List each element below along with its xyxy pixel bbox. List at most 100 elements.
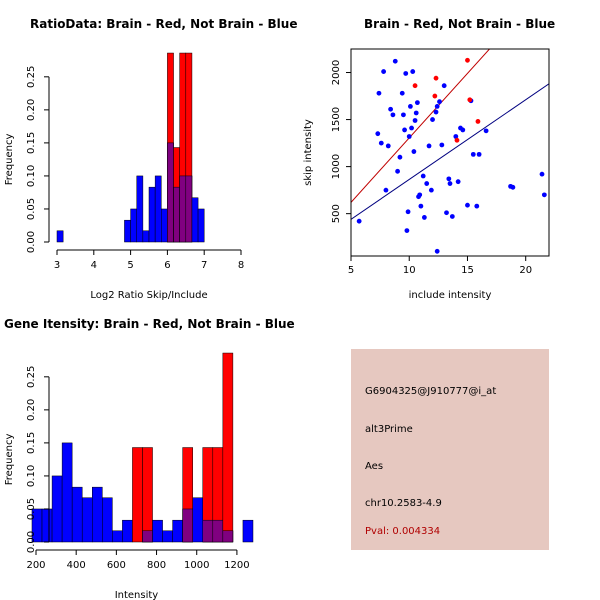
chart-title-1: RatioData: Brain - Red, Not Brain - Blue [30, 17, 297, 31]
bar-not-brain [197, 208, 205, 243]
point-not-brain [447, 181, 453, 186]
bar-not-brain [102, 497, 113, 543]
bar-not-brain [92, 486, 103, 543]
x-tick-label: 600 [107, 560, 126, 571]
gene-name: Aes [365, 461, 384, 472]
y-tick-label: 1500 [331, 107, 342, 132]
point-not-brain [444, 210, 449, 216]
y-tick-label: 1000 [331, 154, 342, 179]
x-tick-label: 400 [67, 560, 86, 571]
y-tick-label: 0.05 [26, 498, 37, 520]
point-not-brain [401, 112, 406, 118]
x-tick-label: 1200 [224, 560, 249, 571]
x-axis-label: Intensity [115, 590, 159, 600]
info-panel: G6904325@J910777@i_at alt3Prime Aes chr1… [351, 349, 549, 550]
bar-not-brain [56, 230, 64, 243]
point-not-brain [403, 71, 409, 76]
genomic-location: chr10.2583-4.9 [365, 498, 442, 509]
point-not-brain [453, 134, 459, 139]
point-not-brain [417, 192, 423, 198]
point-not-brain [405, 209, 411, 215]
bar-not-brain [71, 486, 83, 543]
point-not-brain [424, 181, 430, 186]
bar-not-brain [130, 208, 137, 243]
point-brain [412, 83, 418, 89]
bar-overlap [142, 530, 153, 543]
bar-not-brain [51, 475, 63, 543]
point-not-brain [465, 202, 470, 208]
point-not-brain [539, 171, 545, 177]
y-tick-label: 0.25 [26, 66, 37, 88]
x-tick-label: 8 [238, 260, 244, 271]
bar-not-brain [136, 175, 144, 243]
point-not-brain [470, 151, 476, 157]
bar-overlap [212, 519, 224, 543]
point-not-brain [383, 187, 389, 193]
point-not-brain [437, 99, 442, 105]
x-tick-label: 20 [519, 265, 532, 276]
y-tick-label: 0.00 [26, 231, 37, 253]
x-tick-label: 800 [147, 560, 166, 571]
point-not-brain [388, 106, 393, 112]
point-not-brain [433, 109, 439, 115]
point-not-brain [399, 90, 405, 96]
point-not-brain [421, 215, 427, 220]
x-tick-label: 1000 [184, 560, 209, 571]
point-not-brain [375, 131, 381, 137]
x-tick-label: 5 [127, 260, 133, 271]
point-not-brain [434, 103, 440, 109]
point-not-brain [376, 90, 382, 96]
bar-not-brain [142, 230, 150, 243]
y-axis-label: Frequency [4, 434, 15, 486]
point-not-brain [392, 58, 398, 64]
y-tick-label: 0.10 [26, 165, 37, 187]
point-not-brain [474, 203, 480, 209]
point-not-brain [541, 192, 547, 198]
bar-overlap [167, 142, 174, 243]
x-tick-label: 3 [54, 260, 60, 271]
x-axis-label: Log2 Ratio Skip/Include [90, 290, 207, 301]
bar-not-brain [152, 519, 163, 543]
point-not-brain [406, 134, 412, 139]
point-brain [433, 75, 439, 81]
x-tick-label: 6 [164, 260, 170, 271]
y-axis-label: Frequency [4, 134, 15, 186]
point-not-brain [397, 154, 403, 160]
point-not-brain [412, 118, 418, 123]
point-not-brain [426, 143, 432, 149]
point-brain [475, 119, 481, 124]
bar-not-brain [122, 519, 133, 543]
bar-overlap [182, 508, 193, 543]
bar-not-brain [61, 442, 73, 543]
event-type: alt3Prime [365, 424, 413, 435]
chart-title-2: Brain - Red, Not Brain - Blue [364, 17, 555, 31]
point-not-brain [408, 103, 413, 109]
y-tick-label: 0.05 [26, 198, 37, 220]
bar-overlap [173, 186, 180, 243]
bar-not-brain [124, 219, 131, 243]
y-tick-label: 0.10 [26, 465, 37, 487]
point-not-brain [455, 179, 461, 185]
x-tick-label: 4 [91, 260, 97, 271]
plot-frame [350, 48, 550, 257]
y-tick-label: 0.25 [26, 366, 37, 388]
y-tick-label: 0.20 [26, 399, 37, 421]
fit-line-not-brain [351, 83, 549, 220]
y-tick-label: 0.15 [26, 132, 37, 154]
x-tick-label: 7 [201, 260, 207, 271]
point-not-brain [483, 128, 489, 134]
bar-overlap [222, 530, 234, 543]
y-tick-label: 500 [331, 204, 342, 223]
point-brain [432, 93, 438, 99]
point-not-brain [402, 127, 407, 133]
point-not-brain [510, 184, 516, 190]
y-tick-label: 0.15 [26, 432, 37, 454]
x-axis-label: include intensity [409, 290, 492, 301]
x-tick-label: 10 [403, 265, 416, 276]
point-not-brain [430, 117, 435, 122]
bar-overlap [185, 175, 193, 243]
point-not-brain [395, 168, 400, 174]
point-brain [454, 137, 460, 143]
bar-not-brain [81, 497, 93, 543]
